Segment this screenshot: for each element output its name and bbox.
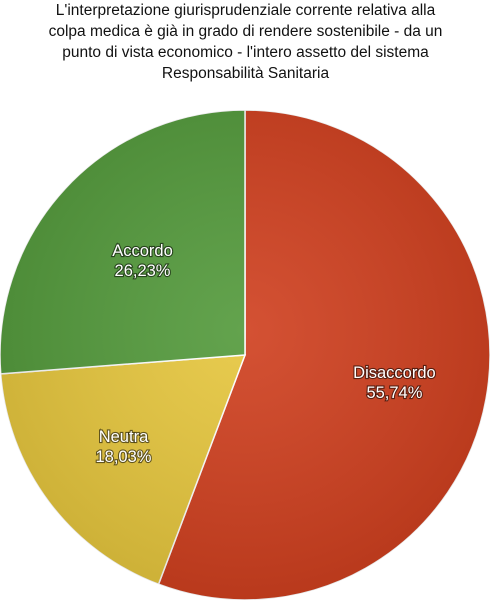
slice-label-disaccordo: Disaccordo <box>353 364 436 382</box>
slice-label-accordo: Accordo <box>112 242 173 260</box>
chart-title: L'interpretazione giurisprudenziale corr… <box>0 0 491 84</box>
slice-value-neutra: 18,03% <box>96 448 152 466</box>
slice-label-neutra: Neutra <box>99 428 149 446</box>
chart-title-line: Responsabilità Sanitaria <box>161 65 330 82</box>
chart-title-line: colpa medica è già in grado di rendere s… <box>48 23 443 40</box>
slice-value-accordo: 26,23% <box>115 262 171 280</box>
slice-value-disaccordo: 55,74% <box>366 384 422 402</box>
chart-title-line: L'interpretazione giurisprudenziale corr… <box>55 2 436 19</box>
chart-title-line: punto di vista economico - l'intero asse… <box>62 44 429 61</box>
